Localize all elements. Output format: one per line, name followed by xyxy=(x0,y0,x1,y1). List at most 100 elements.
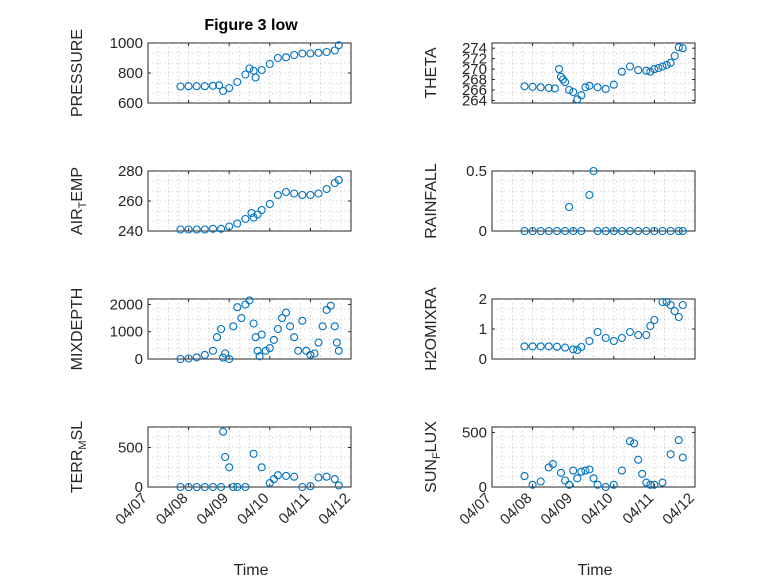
data-point xyxy=(330,46,339,55)
data-point xyxy=(290,189,299,198)
data-point xyxy=(674,226,683,236)
grid xyxy=(148,427,351,487)
data-point xyxy=(208,81,218,90)
x-tick-label: 04/08 xyxy=(497,490,536,529)
data-point xyxy=(646,67,655,76)
data-point xyxy=(273,471,282,480)
data-point xyxy=(625,226,635,236)
data-point xyxy=(184,225,193,234)
data-point xyxy=(233,219,242,228)
data-point xyxy=(561,343,570,352)
data-point xyxy=(253,210,262,219)
data-point xyxy=(646,480,655,489)
data-point xyxy=(306,350,315,359)
data-point xyxy=(654,63,663,73)
data-point xyxy=(593,83,602,92)
data-point xyxy=(666,450,675,459)
data-point xyxy=(265,199,274,209)
x-axis-label-left: Time xyxy=(234,562,269,579)
y-tick-label: 800 xyxy=(118,65,143,82)
data-point xyxy=(658,226,667,236)
grid xyxy=(148,171,351,231)
data-point xyxy=(306,482,315,491)
y-axis-label: H2OMIXRA xyxy=(423,287,440,371)
y-tick-label: 1 xyxy=(479,321,487,338)
data-point xyxy=(241,214,250,224)
data-point xyxy=(257,205,266,215)
data-point xyxy=(314,48,323,57)
data-point xyxy=(561,78,570,87)
data-point xyxy=(601,333,610,343)
data-point xyxy=(322,47,331,57)
data-point xyxy=(332,338,341,347)
y-tick-label: 2 xyxy=(479,291,487,308)
x-tick-label: 04/08 xyxy=(153,490,192,529)
data-point xyxy=(184,82,193,91)
data-point xyxy=(634,66,643,75)
data-points xyxy=(176,427,343,492)
data-point xyxy=(520,226,529,236)
data-point xyxy=(192,482,201,492)
y-tick-label: 1000 xyxy=(110,35,143,52)
data-point xyxy=(217,324,226,334)
data-point xyxy=(249,449,258,458)
data-point xyxy=(561,226,570,236)
data-point xyxy=(215,81,224,90)
data-point xyxy=(225,463,234,472)
data-point xyxy=(237,314,246,323)
data-point xyxy=(609,80,618,89)
data-point xyxy=(200,350,209,359)
data-point xyxy=(609,336,618,346)
data-point xyxy=(658,297,667,307)
subplot-air-temp: 240 260 280 AIRTEMP xyxy=(69,163,352,240)
subplot-h2omixra: 0 1 2 H2OMIXRA xyxy=(423,287,696,371)
data-point xyxy=(229,322,238,331)
x-tick-label: 04/10 xyxy=(234,490,273,529)
y-tick-label: 270 xyxy=(462,61,487,78)
data-point xyxy=(666,58,675,67)
data-point xyxy=(192,82,201,91)
subplot-pressure: 600 800 1000 PRESSURE xyxy=(69,29,352,117)
x-tick-label: 04/11 xyxy=(619,490,657,528)
data-point xyxy=(255,352,264,361)
y-tick-label: 2000 xyxy=(110,296,143,313)
y-axis-label: THETA xyxy=(423,47,440,99)
data-point xyxy=(192,353,201,362)
data-point xyxy=(573,474,582,483)
data-point xyxy=(217,224,226,233)
data-point xyxy=(326,301,335,310)
data-point xyxy=(520,342,529,351)
data-point xyxy=(589,166,598,176)
y-tick-label: 264 xyxy=(462,92,487,109)
subplot-mixdepth: 0 1000 2000 MIXDEPTH xyxy=(69,288,352,371)
data-point xyxy=(176,225,185,234)
data-point xyxy=(257,330,266,339)
data-point xyxy=(184,482,193,492)
y-tick-label: 272 xyxy=(462,51,487,68)
y-axis-label: MIXDEPTH xyxy=(69,288,86,371)
data-point xyxy=(642,330,651,340)
data-point xyxy=(593,480,602,489)
data-point xyxy=(334,41,343,50)
y-tick-label: 0 xyxy=(479,223,487,240)
data-point xyxy=(585,465,594,474)
data-point xyxy=(273,190,282,200)
data-point xyxy=(520,82,529,91)
data-point xyxy=(625,327,635,337)
data-point xyxy=(577,226,586,236)
data-point xyxy=(678,453,687,462)
data-point xyxy=(601,84,610,93)
data-point xyxy=(306,190,315,200)
data-point xyxy=(569,226,578,236)
x-tick-label: 04/12 xyxy=(315,490,354,529)
data-points xyxy=(520,166,687,236)
data-point xyxy=(601,482,610,492)
data-point xyxy=(550,84,559,93)
y-tick-label: 260 xyxy=(118,193,143,210)
data-point xyxy=(674,436,683,445)
data-point xyxy=(642,226,651,236)
data-point xyxy=(286,322,295,331)
data-point xyxy=(589,474,598,483)
